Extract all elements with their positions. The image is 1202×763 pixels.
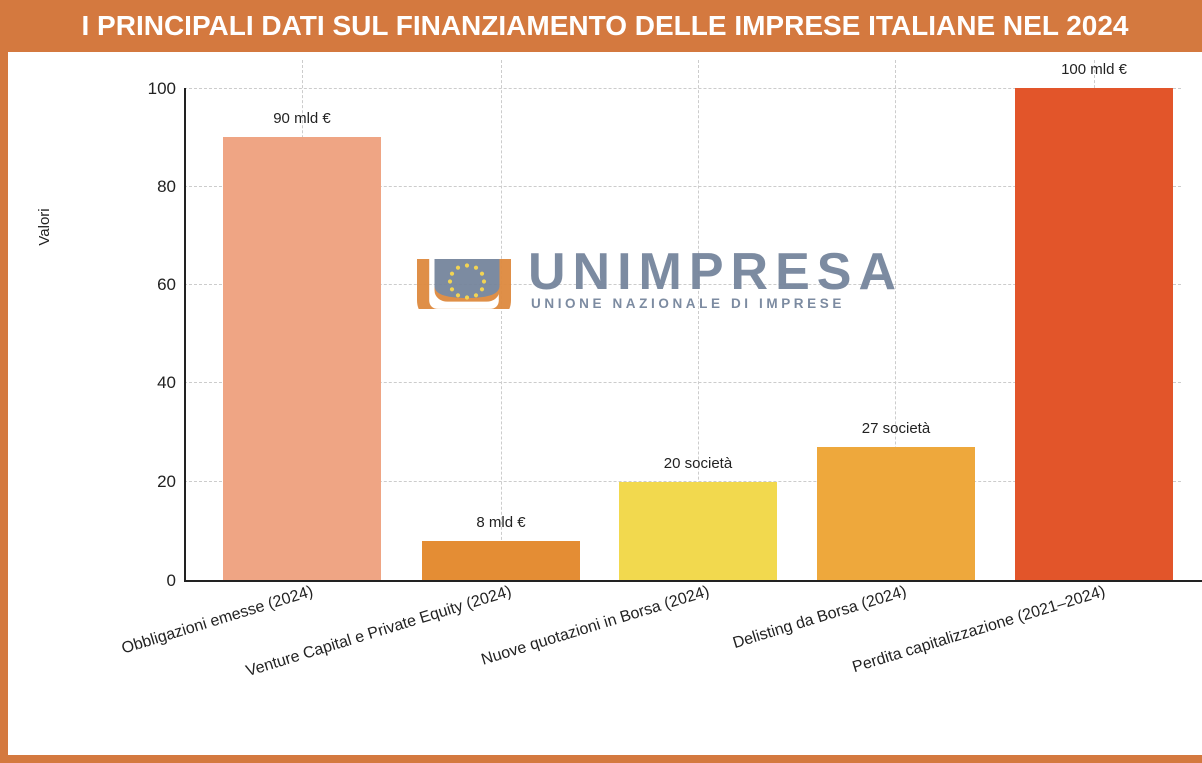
svg-text:UNIONE NAZIONALE DI IMPRESE: UNIONE NAZIONALE DI IMPRESE — [531, 296, 845, 309]
svg-text:UNIMPRESA: UNIMPRESA — [528, 251, 902, 301]
